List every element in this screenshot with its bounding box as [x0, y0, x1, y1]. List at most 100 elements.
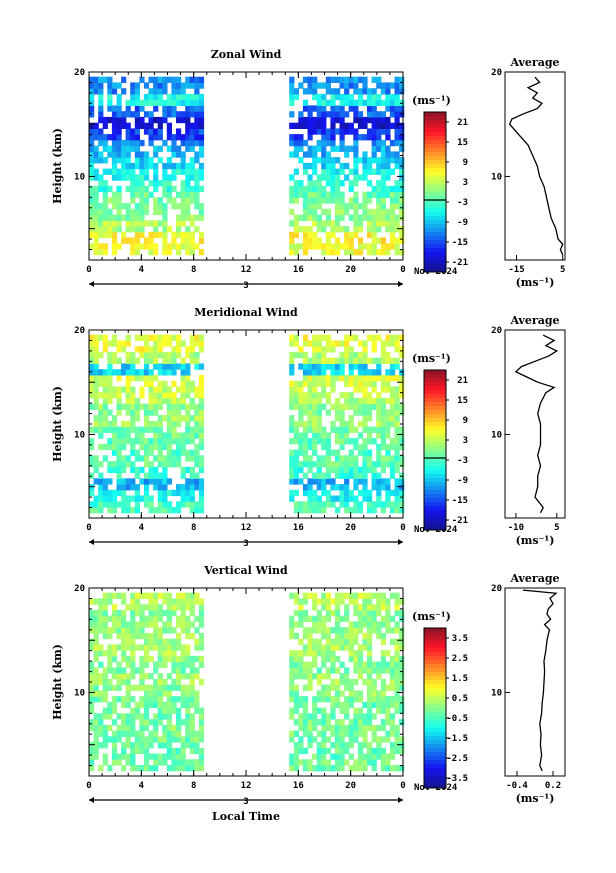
heatmap-cell: [380, 180, 386, 187]
heatmap-cell: [293, 139, 299, 147]
heatmap-cell: [371, 334, 377, 341]
heatmap-cell: [121, 724, 127, 732]
heatmap-cell: [139, 592, 145, 599]
heatmap-cell: [325, 208, 331, 216]
heatmap-cell: [107, 369, 113, 376]
heatmap-cell: [325, 432, 331, 439]
heatmap-cell: [194, 168, 200, 175]
heatmap-cell: [371, 111, 377, 118]
heatmap-cell: [176, 501, 182, 508]
y-tick-label: 10: [74, 430, 85, 440]
heatmap-cell: [98, 185, 104, 193]
heatmap-cell: [89, 627, 95, 634]
heatmap-cell: [380, 690, 386, 697]
heatmap-cell: [321, 484, 327, 491]
heatmap-cell: [353, 334, 359, 341]
heatmap-cell: [148, 180, 154, 187]
heatmap-cell: [139, 713, 145, 720]
average-y-tick-label: 10: [491, 688, 502, 698]
heatmap-cell: [125, 237, 131, 244]
heatmap-cell: [107, 495, 113, 502]
colorbar-band: [424, 208, 446, 213]
heatmap-cell: [325, 747, 331, 755]
heatmap-cell: [312, 420, 318, 428]
heatmap-cell: [134, 369, 140, 376]
colorbar-band: [424, 176, 446, 181]
heatmap-cell: [130, 621, 136, 628]
heatmap-cell: [307, 507, 313, 514]
heatmap-cell: [289, 151, 295, 158]
heatmap-cell: [367, 644, 373, 651]
heatmap-cell: [335, 684, 341, 691]
heatmap-cell: [385, 157, 391, 164]
heatmap-cell: [357, 719, 364, 726]
heatmap-cell: [166, 93, 172, 101]
heatmap-cell: [198, 426, 205, 433]
heatmap-cell: [102, 426, 108, 433]
heatmap-cell: [180, 386, 186, 393]
heatmap-cell: [312, 82, 318, 89]
heatmap-cell: [157, 742, 163, 749]
heatmap-cell: [111, 609, 118, 617]
heatmap-cell: [153, 484, 159, 491]
heatmap-cell: [176, 461, 182, 468]
heatmap-cell: [121, 507, 127, 514]
heatmap-cell: [353, 495, 359, 502]
heatmap-cell: [134, 99, 140, 106]
heatmap-cell: [171, 334, 177, 341]
heatmap-cell: [302, 667, 309, 674]
heatmap-cell: [312, 346, 318, 353]
colorbar-band: [424, 268, 446, 273]
heatmap-cell: [339, 592, 345, 599]
heatmap-cell: [362, 88, 368, 95]
heatmap-cell: [143, 615, 150, 622]
heatmap-cell: [330, 340, 336, 347]
heatmap-cell: [316, 157, 322, 164]
heatmap-cell: [185, 650, 191, 657]
heatmap-cell: [98, 604, 104, 611]
x-tick-label: 0: [86, 265, 91, 275]
colorbar-tick-label: 15: [457, 138, 468, 148]
heatmap-cell: [371, 765, 377, 772]
heatmap-cell: [289, 403, 295, 410]
heatmap-cell: [353, 765, 359, 772]
heatmap-cell: [171, 432, 177, 439]
heatmap-cell: [394, 203, 400, 210]
heatmap-cell: [116, 609, 122, 617]
heatmap-cell: [307, 730, 313, 737]
heatmap-cell: [380, 632, 386, 640]
heatmap-cell: [389, 615, 396, 622]
heatmap-cell: [157, 644, 163, 651]
heatmap-cell: [362, 116, 368, 124]
heatmap-cell: [89, 139, 95, 147]
heatmap-cell: [316, 139, 322, 147]
heatmap-cell: [389, 403, 396, 410]
heatmap-cell: [121, 145, 127, 152]
heatmap-cell: [399, 88, 405, 95]
heatmap-cell: [394, 122, 400, 129]
heatmap-cell: [107, 392, 113, 399]
heatmap-cell: [353, 226, 359, 233]
x-tick-label: 0: [86, 523, 91, 533]
heatmap-cell: [312, 105, 318, 112]
heatmap-cell: [307, 403, 313, 410]
heatmap-cell: [93, 340, 99, 347]
heatmap-cell: [312, 392, 318, 399]
heatmap-cell: [344, 673, 350, 680]
heatmap-cell: [89, 673, 95, 680]
heatmap-cell: [107, 340, 113, 347]
heatmap-cell: [330, 197, 336, 204]
heatmap-cell: [367, 397, 373, 405]
heatmap-cell: [385, 174, 391, 181]
heatmap-cell: [93, 507, 99, 514]
heatmap-cell: [362, 592, 368, 599]
heatmap-cell: [171, 162, 177, 170]
heatmap-cell: [385, 759, 391, 766]
heatmap-cell: [185, 134, 191, 141]
heatmap-cell: [180, 168, 186, 175]
heatmap-cell: [289, 369, 295, 376]
heatmap-cell: [198, 478, 205, 485]
heatmap-cell: [321, 644, 327, 651]
heatmap-cell: [293, 472, 299, 479]
heatmap-cell: [312, 472, 318, 479]
